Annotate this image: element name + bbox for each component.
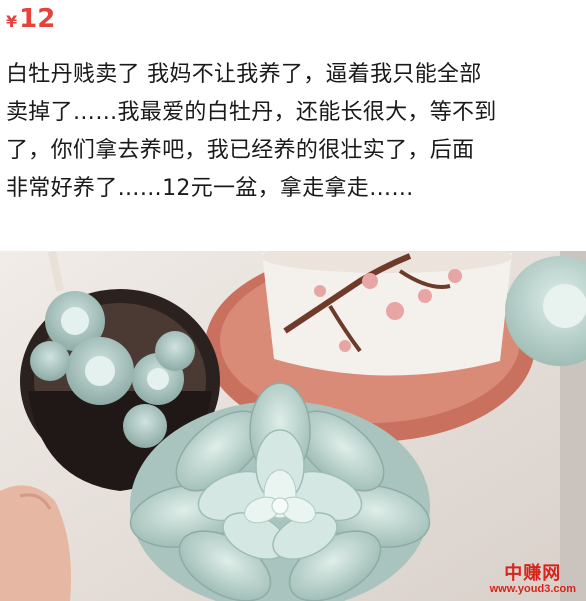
price-value: 12 [19,4,56,34]
watermark: 中赚网 www.youd3.com [490,564,576,595]
succulent-plants-illustration [0,251,586,601]
price-currency: ¥ [6,12,18,31]
listing-description: 白牡丹贱卖了 我妈不让我养了，逼着我只能全部 卖掉了……我最爱的白牡丹，还能长很… [6,62,497,201]
watermark-name: 中赚网 [504,563,562,583]
ceramic-pot [262,251,512,376]
price-tag: ¥ 12 [6,4,55,38]
watermark-url: www.youd3.com [489,583,576,595]
large-rosette [129,382,431,601]
hand-thumb [0,485,71,601]
product-photo[interactable]: 中赚网 www.youd3.com [0,251,586,601]
small-rosettes [30,291,195,448]
